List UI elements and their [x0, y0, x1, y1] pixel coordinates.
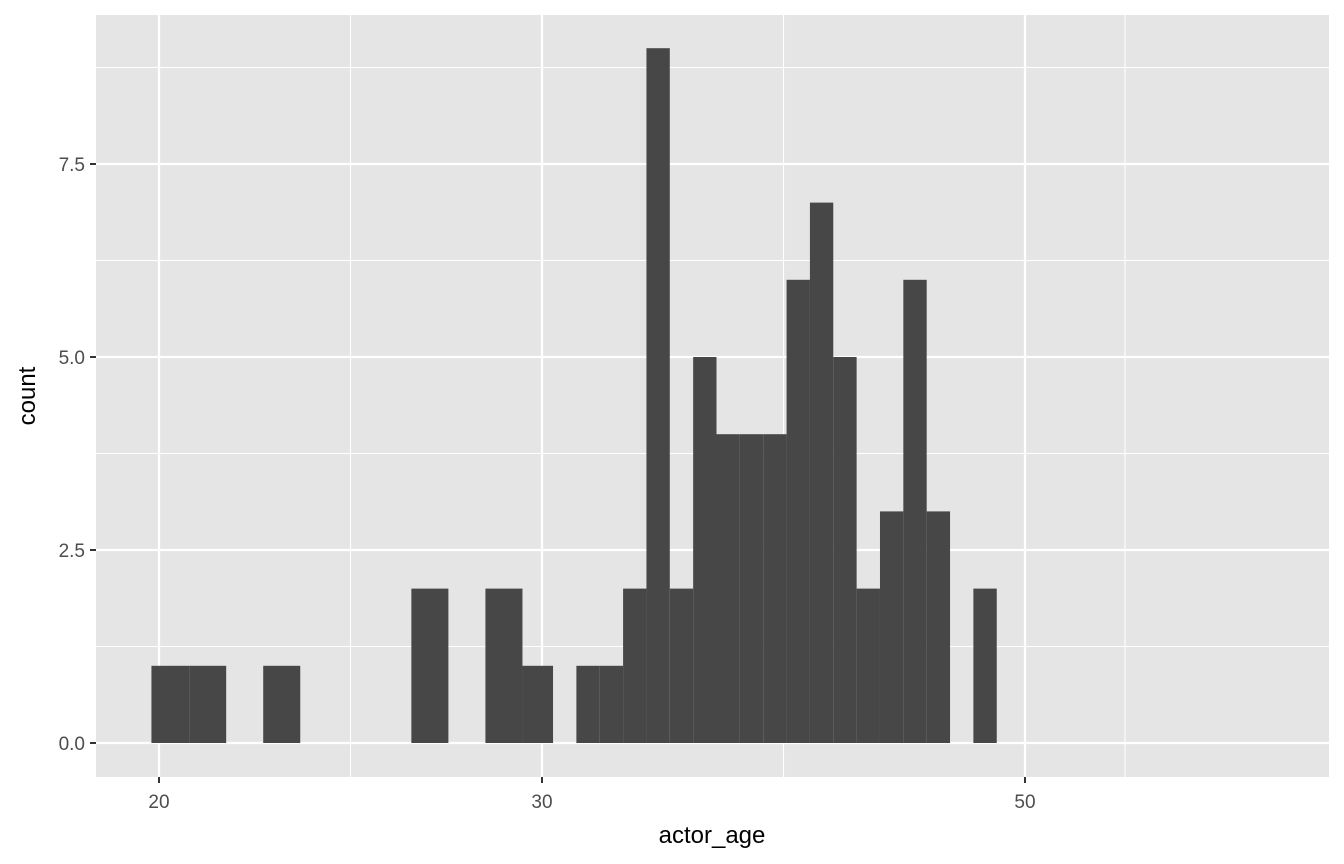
histogram-bar [973, 588, 997, 743]
y-tick-label: 0.0 [59, 734, 85, 755]
histogram-bar [576, 665, 600, 743]
histogram-bar [879, 511, 904, 743]
histogram-bar [739, 434, 764, 743]
histogram-bar [411, 588, 449, 743]
histogram-bar [763, 434, 787, 743]
x-tick-label: 20 [148, 792, 169, 813]
x-tick-label: 30 [531, 792, 552, 813]
x-axis-ticks: 20 30 50 [148, 777, 1036, 813]
histogram-bar [263, 665, 301, 743]
histogram-bar [809, 202, 834, 744]
x-axis-title: actor_age [659, 822, 766, 849]
histogram-bar [646, 48, 670, 743]
y-axis-title: count [14, 366, 41, 425]
histogram-bar [623, 588, 647, 743]
histogram-bar [716, 434, 740, 743]
x-tick-label: 50 [1014, 792, 1035, 813]
y-tick-label: 2.5 [59, 541, 85, 562]
histogram-bars [151, 48, 997, 744]
histogram-bar [522, 665, 554, 743]
histogram-bar [693, 357, 717, 743]
histogram-bar [903, 279, 927, 743]
histogram-bar [856, 588, 880, 743]
y-tick-label: 7.5 [59, 155, 85, 176]
histogram-bar [926, 511, 951, 743]
histogram-bar [485, 588, 523, 743]
histogram-bar [786, 279, 810, 743]
y-tick-label: 5.0 [59, 348, 85, 369]
histogram-bar [599, 665, 624, 743]
histogram-bar [189, 665, 227, 743]
histogram-bar [669, 588, 694, 743]
histogram-bar [151, 665, 190, 743]
y-axis-ticks: 0.0 2.5 5.0 7.5 [59, 155, 96, 755]
histogram-bar [833, 357, 857, 743]
